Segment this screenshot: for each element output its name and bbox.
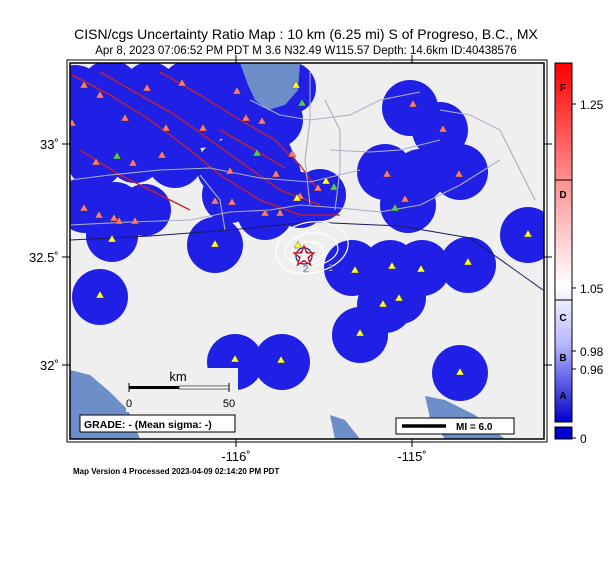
colorbar-grade-b: B [559, 353, 566, 364]
colorbar-low-swatch [554, 426, 573, 440]
scalebar-bar-black [129, 386, 179, 389]
map-title: CISN/cgs Uncertainty Ratio Map : 10 km (… [74, 26, 538, 42]
scalebar-bar-white [178, 385, 230, 390]
lon-label-115: -115˚ [397, 449, 426, 464]
contour-label-2: 2 [303, 264, 309, 275]
scalebar-box [126, 368, 238, 412]
lat-label-32: 32˚ [40, 358, 59, 373]
colorbar-grade-d: D [559, 190, 566, 201]
stations-green [112, 98, 400, 212]
faults [71, 71, 340, 216]
colorbar-label-0-96: 0.96 [580, 363, 604, 377]
uncertainty-blobs [70, 63, 544, 401]
lat-label-32-5: 32.5˚ [29, 250, 59, 265]
map-frame [69, 62, 545, 440]
stations-red [70, 78, 464, 225]
colorado-delta [330, 415, 360, 439]
stations [70, 78, 533, 376]
lat-label-33: 33˚ [40, 137, 59, 152]
colorbar-gradient [554, 62, 573, 423]
grade-box [79, 414, 236, 433]
salton-sea [240, 63, 300, 110]
roads [70, 72, 536, 231]
map-footer: Map Version 4 Processed 2023-04-09 02:14… [73, 467, 280, 476]
mi-legend-text: MI = 6.0 [456, 422, 493, 433]
colorbar-grade-c: C [559, 313, 566, 324]
scalebar-label-50: 50 [223, 398, 235, 410]
map-outer-frame [66, 59, 548, 443]
epicenter-star [292, 244, 316, 267]
scalebar-unit: km [169, 369, 186, 384]
lon-label-116: -116˚ [221, 449, 250, 464]
frame-ticks [62, 55, 552, 447]
map-subtitle: Apr 8, 2023 07:06:52 PM PDT M 3.6 N32.49… [95, 45, 517, 57]
scalebar-label-0: 0 [126, 398, 132, 410]
grade-text: GRADE: - (Mean sigma: -) [84, 419, 212, 431]
contour-label-1: 1 [328, 263, 334, 274]
colorbar-grade-f: F [560, 83, 566, 94]
mi-legend-box [395, 417, 515, 435]
colorbar-label-0-98: 0.98 [580, 345, 604, 359]
colorbar: 1.25 1.05 0.98 0.96 0 F D C B A [554, 62, 604, 446]
colorbar-grade-a: A [559, 391, 566, 402]
colorbar-label-0: 0 [580, 432, 587, 446]
colorbar-label-1-25: 1.25 [580, 98, 604, 112]
colorbar-label-1-05: 1.05 [580, 282, 604, 296]
stations-yellow [95, 80, 533, 376]
